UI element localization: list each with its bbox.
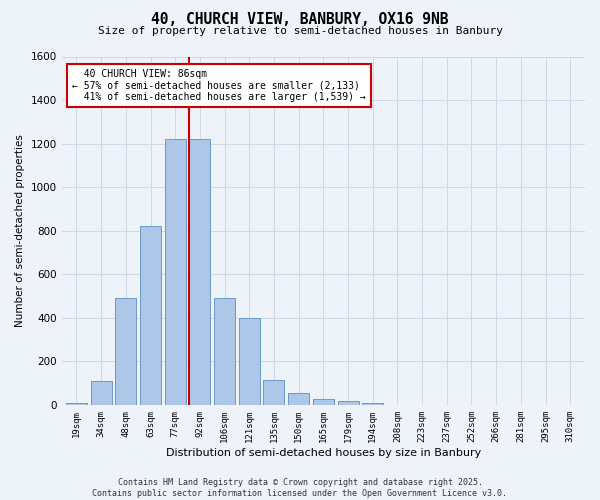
Bar (165, 139, 186, 405)
Bar (190, 139, 211, 405)
Bar (140, 226, 161, 405)
Bar (239, 318, 260, 405)
Bar (288, 393, 309, 405)
Text: 40, CHURCH VIEW, BANBURY, OX16 9NB: 40, CHURCH VIEW, BANBURY, OX16 9NB (151, 12, 449, 28)
Text: Contains HM Land Registry data © Crown copyright and database right 2025.
Contai: Contains HM Land Registry data © Crown c… (92, 478, 508, 498)
Y-axis label: Number of semi-detached properties: Number of semi-detached properties (15, 134, 25, 327)
Bar (214, 298, 235, 405)
Bar (91, 381, 112, 405)
Bar (362, 402, 383, 405)
Bar (338, 401, 359, 405)
Text: 40 CHURCH VIEW: 86sqm
← 57% of semi-detached houses are smaller (2,133)
  41% of: 40 CHURCH VIEW: 86sqm ← 57% of semi-deta… (72, 68, 366, 102)
Text: Size of property relative to semi-detached houses in Banbury: Size of property relative to semi-detach… (97, 26, 503, 36)
Bar (313, 400, 334, 405)
Bar (263, 380, 284, 405)
X-axis label: Distribution of semi-detached houses by size in Banbury: Distribution of semi-detached houses by … (166, 448, 481, 458)
Bar (115, 298, 136, 405)
Bar (66, 402, 87, 405)
